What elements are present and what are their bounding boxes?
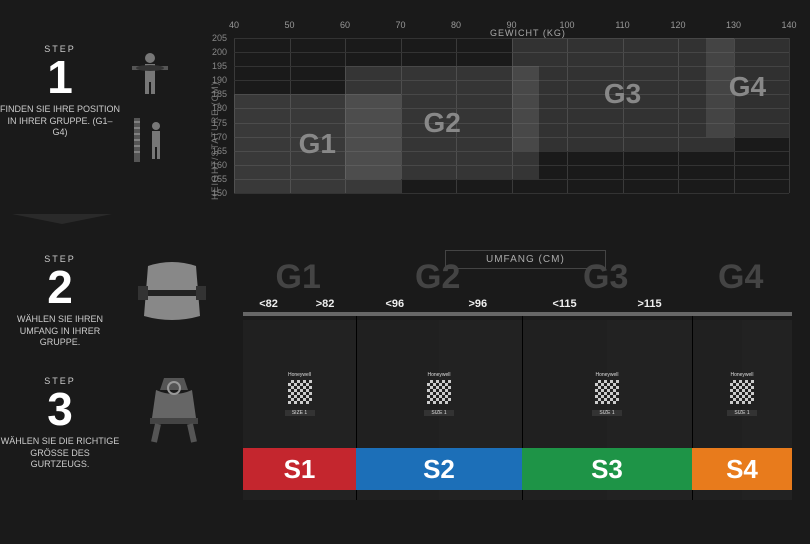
y-tick: 165 bbox=[212, 146, 227, 156]
y-tick: 175 bbox=[212, 118, 227, 128]
umfang-group-g3: G3 bbox=[583, 258, 628, 297]
size-tag-s2: HoneywellSIZE 1 bbox=[416, 372, 462, 428]
step-1-number: 1 bbox=[0, 54, 120, 100]
step-1-icons bbox=[128, 48, 220, 164]
size-label-s2: S2 bbox=[356, 448, 522, 490]
umfang-val: >82 bbox=[316, 298, 335, 310]
umfang-val: >115 bbox=[638, 298, 662, 310]
step-3-desc: WÄHLEN SIE DIE RICHTIGE GRÖSSE DES GURTZ… bbox=[0, 436, 120, 471]
y-tick: 160 bbox=[212, 160, 227, 170]
person-ruler-icon bbox=[128, 116, 172, 164]
waist-measure-icon bbox=[128, 256, 216, 328]
y-tick: 190 bbox=[212, 75, 227, 85]
x-tick: 100 bbox=[559, 20, 574, 30]
y-tick: 180 bbox=[212, 103, 227, 113]
umfang-val: <96 bbox=[386, 298, 405, 310]
y-tick: 205 bbox=[212, 33, 227, 43]
step-2-block: STEP 2 WÄHLEN SIE IHREN UMFANG IN IHRER … bbox=[0, 254, 120, 349]
chevron-down-icon bbox=[12, 214, 112, 224]
chart-region-g4: G4 bbox=[706, 38, 789, 137]
size-label-s3: S3 bbox=[522, 448, 692, 490]
chart-region-g3: G3 bbox=[512, 38, 734, 151]
person-arms-icon bbox=[128, 48, 172, 96]
size-tag-s1: HoneywellSIZE 1 bbox=[277, 372, 323, 428]
umfang-title: UMFANG (CM) bbox=[445, 250, 606, 269]
x-tick: 60 bbox=[340, 20, 350, 30]
umfang-group-g2: G2 bbox=[415, 258, 460, 297]
step-2-desc: WÄHLEN SIE IHREN UMFANG IN IHRER GRUPPE. bbox=[0, 314, 120, 349]
y-tick: 185 bbox=[212, 89, 227, 99]
step-2-icons bbox=[128, 256, 220, 328]
y-tick: 200 bbox=[212, 47, 227, 57]
x-tick: 90 bbox=[506, 20, 516, 30]
step-3-icons bbox=[128, 370, 220, 450]
step-3-block: STEP 3 WÄHLEN SIE DIE RICHTIGE GRÖSSE DE… bbox=[0, 376, 120, 471]
y-tick: 195 bbox=[212, 61, 227, 71]
step-3-number: 3 bbox=[0, 386, 120, 432]
x-tick: 50 bbox=[284, 20, 294, 30]
y-tick: 170 bbox=[212, 132, 227, 142]
umfang-val: <82 bbox=[259, 298, 278, 310]
x-tick: 140 bbox=[781, 20, 796, 30]
x-tick: 80 bbox=[451, 20, 461, 30]
x-tick: 110 bbox=[615, 20, 629, 30]
x-tick: 120 bbox=[670, 20, 685, 30]
size-tag-s3: HoneywellSIZE 1 bbox=[584, 372, 630, 428]
size-chart: 4050607080901001101201301402052001951901… bbox=[234, 38, 789, 208]
umfang-val: >96 bbox=[469, 298, 488, 310]
x-tick: 70 bbox=[395, 20, 405, 30]
size-label-s1: S1 bbox=[243, 448, 356, 490]
chart-region-g2: G2 bbox=[345, 66, 539, 179]
x-tick: 130 bbox=[726, 20, 741, 30]
umfang-group-g1: G1 bbox=[276, 258, 321, 297]
y-tick: 150 bbox=[212, 188, 227, 198]
step-1-block: STEP 1 FINDEN SIE IHRE POSITION IN IHRER… bbox=[0, 44, 120, 139]
umfang-group-g4: G4 bbox=[718, 258, 763, 297]
size-tag-s4: HoneywellSIZE 1 bbox=[719, 372, 765, 428]
chart-x-axis-title: GEWICHT (KG) bbox=[490, 28, 566, 38]
size-label-s4: S4 bbox=[692, 448, 792, 490]
step-2-number: 2 bbox=[0, 264, 120, 310]
step-1-desc: FINDEN SIE IHRE POSITION IN IHRER GRUPPE… bbox=[0, 104, 120, 139]
x-tick: 40 bbox=[229, 20, 239, 30]
umfang-val: <115 bbox=[553, 298, 577, 310]
harness-icon bbox=[134, 370, 214, 450]
y-tick: 155 bbox=[212, 174, 227, 184]
